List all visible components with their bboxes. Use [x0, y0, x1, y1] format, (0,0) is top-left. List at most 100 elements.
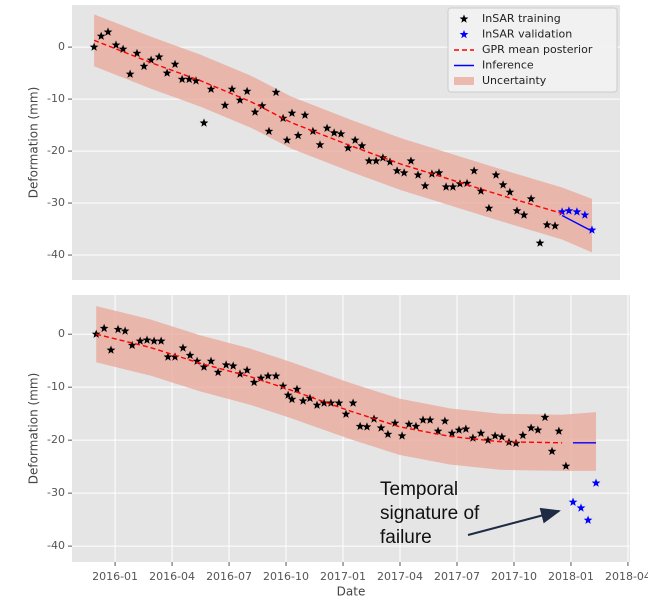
legend-swatch: [454, 77, 474, 85]
x-tick-label: 2016-07: [206, 570, 252, 583]
data-point: [418, 415, 428, 424]
data-point: [434, 168, 444, 177]
legend-marker: [459, 14, 469, 23]
data-point: [572, 207, 582, 216]
data-point: [298, 396, 308, 405]
data-point: [170, 59, 180, 68]
data-point: [348, 398, 358, 407]
data-point: [315, 140, 325, 149]
data-point: [120, 326, 130, 335]
data-point: [250, 107, 260, 116]
annotation-text: Temporal: [380, 479, 458, 500]
legend-box: [447, 7, 618, 93]
data-point: [390, 418, 400, 427]
data-point: [300, 110, 310, 119]
y-tick-label: -10: [47, 92, 65, 105]
annotation-text: failure: [380, 527, 432, 548]
data-point: [235, 369, 245, 378]
data-point: [498, 180, 508, 189]
data-point: [305, 393, 315, 402]
data-point: [111, 40, 121, 49]
data-point: [162, 68, 172, 77]
x-tick-label: 2017-01: [320, 570, 366, 583]
y-tick-label: -40: [47, 248, 65, 261]
x-tick-label: 2017-04: [377, 570, 423, 583]
data-point: [163, 352, 173, 361]
data-point: [249, 377, 259, 387]
data-point: [213, 367, 223, 377]
data-point: [587, 225, 597, 234]
data-point: [518, 430, 528, 440]
data-point: [476, 186, 486, 195]
data-point: [308, 126, 318, 135]
data-point: [392, 166, 402, 175]
data-point: [271, 371, 281, 380]
data-point: [329, 128, 339, 137]
data-point: [271, 87, 281, 97]
data-point: [362, 422, 372, 431]
data-point: [554, 426, 564, 435]
x-tick-label: 2016-10: [263, 570, 309, 583]
data-point: [278, 381, 288, 390]
data-point: [564, 206, 574, 215]
data-point: [156, 336, 166, 345]
x-tick-label: 2018-01: [548, 570, 594, 583]
data-point: [420, 181, 430, 190]
data-point: [227, 84, 237, 93]
data-point: [455, 179, 465, 188]
data-point: [235, 95, 245, 104]
data-point: [178, 343, 188, 352]
data-point: [154, 52, 164, 61]
data-point: [228, 361, 238, 370]
y-axis-label: Deformation (mm): [27, 373, 41, 485]
uncertainty-band: [96, 306, 596, 471]
data-point: [447, 428, 457, 437]
data-point: [113, 324, 123, 334]
y-tick-label: -40: [47, 539, 65, 552]
data-point: [461, 424, 471, 433]
data-point: [583, 515, 593, 524]
data-point: [221, 360, 231, 369]
y-tick-label: -10: [47, 380, 65, 393]
data-point: [385, 157, 395, 166]
data-point: [343, 143, 353, 152]
data-point: [106, 345, 116, 354]
legend-label: InSAR training: [482, 12, 561, 25]
data-point: [287, 394, 297, 404]
data-point: [264, 126, 274, 135]
data-point: [490, 431, 500, 440]
data-point: [292, 384, 302, 393]
data-point: [283, 390, 293, 399]
data-point: [184, 74, 194, 84]
data-point: [411, 421, 421, 431]
legend-marker: [459, 29, 469, 39]
data-point: [376, 423, 386, 432]
data-point: [511, 438, 521, 448]
data-point: [568, 497, 578, 506]
data-point: [199, 118, 209, 127]
data-point: [206, 356, 216, 365]
data-point: [540, 412, 550, 422]
data-point: [497, 432, 507, 441]
data-point: [220, 100, 230, 110]
data-point: [341, 409, 351, 418]
data-point: [256, 373, 266, 382]
y-tick-label: -20: [47, 433, 65, 446]
data-point: [535, 238, 545, 247]
data-point: [413, 170, 423, 179]
y-tick-label: 0: [58, 40, 65, 53]
data-point: [468, 433, 478, 442]
x-axis-label: Date: [337, 585, 366, 599]
data-point: [519, 210, 529, 219]
data-point: [312, 400, 322, 409]
y-tick-label: -30: [47, 196, 65, 209]
data-point: [404, 419, 414, 428]
data-point: [454, 425, 464, 434]
inference-line: [561, 214, 593, 232]
data-point: [406, 156, 416, 165]
data-point: [547, 446, 557, 455]
data-point: [425, 415, 435, 424]
legend-label: Inference: [482, 59, 534, 72]
data-point: [322, 123, 332, 132]
